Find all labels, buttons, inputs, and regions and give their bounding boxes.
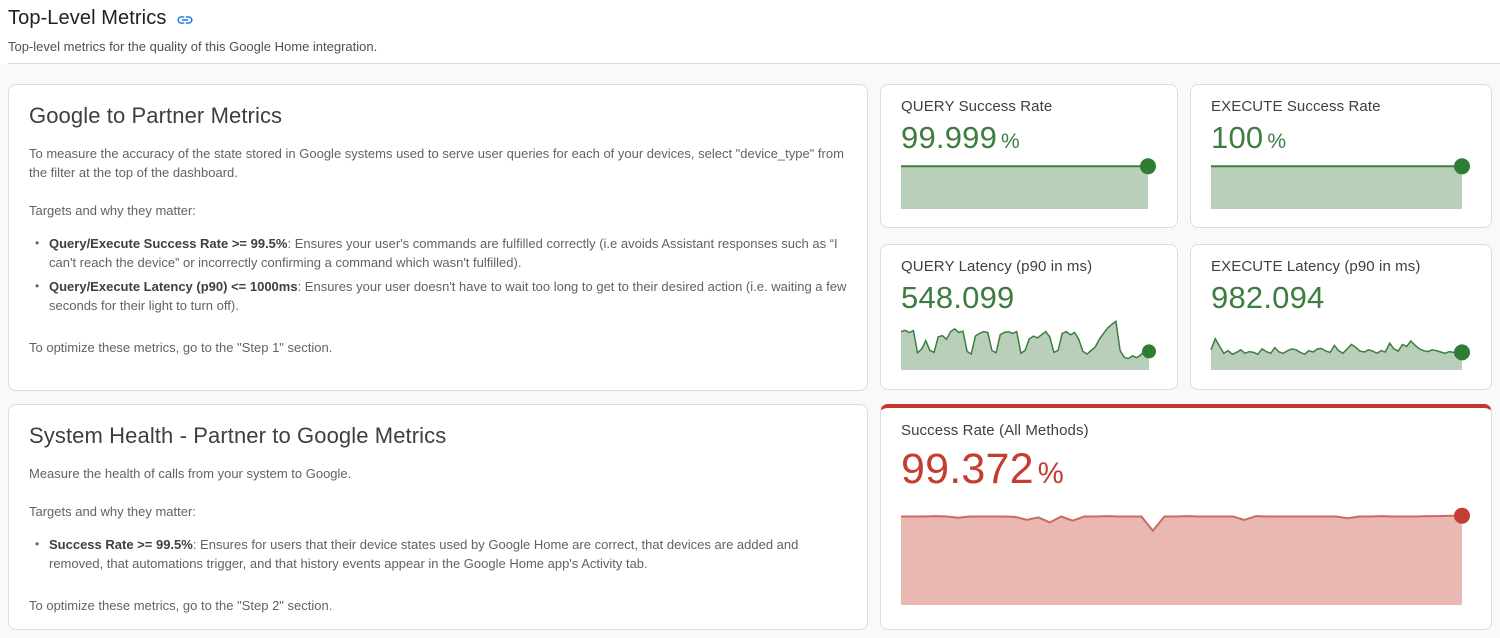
page-header: Top-Level Metrics Top-level metrics for …	[8, 0, 1500, 63]
metric-value: 99.372%	[901, 445, 1064, 493]
page-title: Top-Level Metrics	[8, 7, 167, 29]
sparkline-chart	[901, 158, 1157, 209]
metric-label: QUERY Success Rate	[901, 98, 1053, 115]
metric-label: EXECUTE Success Rate	[1211, 98, 1381, 115]
metric-label: QUERY Latency (p90 in ms)	[901, 258, 1093, 275]
sparkline-chart	[901, 507, 1471, 605]
metric-unit: %	[1267, 130, 1287, 153]
sparkline-chart	[900, 318, 1157, 370]
sparkline-chart	[1210, 318, 1471, 370]
metric-value: 548.099	[901, 280, 1015, 315]
card-title: Google to Partner Metrics	[29, 103, 283, 128]
card-footer-note: To optimize these metrics, go to the "St…	[29, 598, 333, 613]
card-google-to-partner-metrics: Google to Partner Metrics To measure the…	[8, 84, 868, 391]
metric-value: 982.094	[1211, 280, 1325, 315]
list-item: Success Rate >= 99.5%: Ensures for users…	[29, 535, 847, 573]
bullet-bold-text: Query/Execute Success Rate >= 99.5%	[49, 236, 288, 251]
list-item: Query/Execute Latency (p90) <= 1000ms: E…	[29, 277, 847, 315]
metric-value: 99.999%	[901, 120, 1020, 155]
bullet-text: : Ensures your user's commands are fulfi…	[49, 236, 838, 270]
metric-label: Success Rate (All Methods)	[901, 422, 1089, 439]
targets-list: Query/Execute Success Rate >= 99.5%: Ens…	[29, 234, 847, 315]
header-divider	[8, 63, 1500, 64]
list-item: Query/Execute Success Rate >= 99.5%: Ens…	[29, 234, 847, 272]
metric-unit: %	[1037, 458, 1064, 490]
targets-list: Success Rate >= 99.5%: Ensures for users…	[29, 535, 847, 573]
bullet-text: : Ensures your user doesn't have to wait…	[49, 279, 847, 313]
card-system-health-metrics: System Health - Partner to Google Metric…	[8, 404, 868, 630]
metric-card-execute-latency: EXECUTE Latency (p90 in ms) 982.094	[1190, 244, 1492, 390]
targets-label: Targets and why they matter:	[29, 203, 196, 218]
dashboard-body: Google to Partner Metrics To measure the…	[0, 64, 1500, 638]
sparkline-chart	[1211, 158, 1471, 209]
section-link-icon[interactable]	[176, 11, 194, 29]
metric-card-query-latency: QUERY Latency (p90 in ms) 548.099	[880, 244, 1178, 390]
page-subtitle: Top-level metrics for the quality of thi…	[8, 39, 378, 54]
metric-card-execute-success-rate: EXECUTE Success Rate 100%	[1190, 84, 1492, 228]
bullet-bold-text: Success Rate >= 99.5%	[49, 537, 193, 552]
metric-value: 100%	[1211, 120, 1287, 155]
targets-label: Targets and why they matter:	[29, 504, 196, 519]
card-footer-note: To optimize these metrics, go to the "St…	[29, 340, 333, 355]
card-title: System Health - Partner to Google Metric…	[29, 423, 447, 448]
card-paragraph: To measure the accuracy of the state sto…	[29, 146, 844, 180]
bullet-bold-text: Query/Execute Latency (p90) <= 1000ms	[49, 279, 298, 294]
bullet-text: : Ensures for users that their device st…	[49, 537, 799, 571]
card-paragraph: Measure the health of calls from your sy…	[29, 466, 352, 481]
metric-card-success-rate-all-methods: Success Rate (All Methods) 99.372%	[880, 404, 1492, 630]
metric-label: EXECUTE Latency (p90 in ms)	[1211, 258, 1421, 275]
metric-card-query-success-rate: QUERY Success Rate 99.999%	[880, 84, 1178, 228]
metric-unit: %	[1001, 130, 1020, 153]
